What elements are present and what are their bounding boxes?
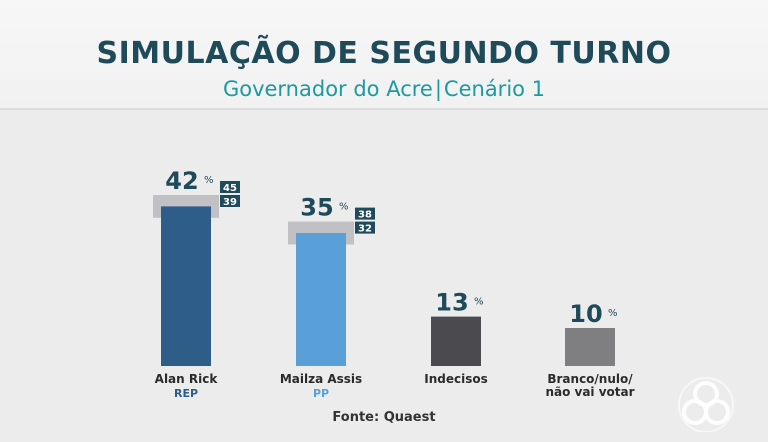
value-label: 35 (300, 194, 333, 222)
broadcaster-logo-icon (678, 377, 734, 432)
bar (431, 316, 481, 366)
header-band (0, 0, 768, 110)
percent-label: % (608, 308, 618, 319)
chart-title: SIMULAÇÃO DE SEGUNDO TURNO (96, 36, 672, 71)
subtitle-right: Cenário 1 (443, 77, 546, 101)
moe-high-box (220, 181, 240, 193)
percent-label: % (204, 175, 214, 186)
category-label: Alan Rick (155, 372, 219, 386)
percent-label: % (339, 202, 349, 213)
moe-low-label: 32 (358, 224, 372, 235)
category-label: Branco/nulo/ (547, 372, 633, 386)
subtitle-separator: | (434, 77, 442, 101)
value-label: 13 (435, 289, 468, 317)
category-label: Indecisos (424, 372, 488, 386)
percent-label: % (474, 297, 484, 308)
moe-high-label: 38 (358, 210, 372, 221)
chart-subtitle: Governador do Acre|Cenário 1 (0, 77, 768, 101)
value-label: 10 (569, 300, 602, 328)
moe-low-label: 39 (223, 197, 237, 208)
source-note: Fonte: Quaest (332, 410, 436, 425)
category-label: não vai votar (545, 385, 634, 399)
category-label: Mailza Assis (280, 372, 362, 386)
bar (296, 233, 346, 366)
moe-low-box (355, 221, 375, 234)
party-label: PP (313, 387, 329, 400)
value-label: 42 (165, 167, 198, 195)
subtitle-left: Governador do Acre (222, 77, 433, 101)
bar (565, 328, 615, 366)
bar (161, 206, 211, 366)
moe-high-box (355, 207, 375, 220)
moe-low-box (220, 195, 240, 207)
party-label: REP (174, 387, 198, 400)
moe-high-label: 45 (223, 183, 237, 194)
